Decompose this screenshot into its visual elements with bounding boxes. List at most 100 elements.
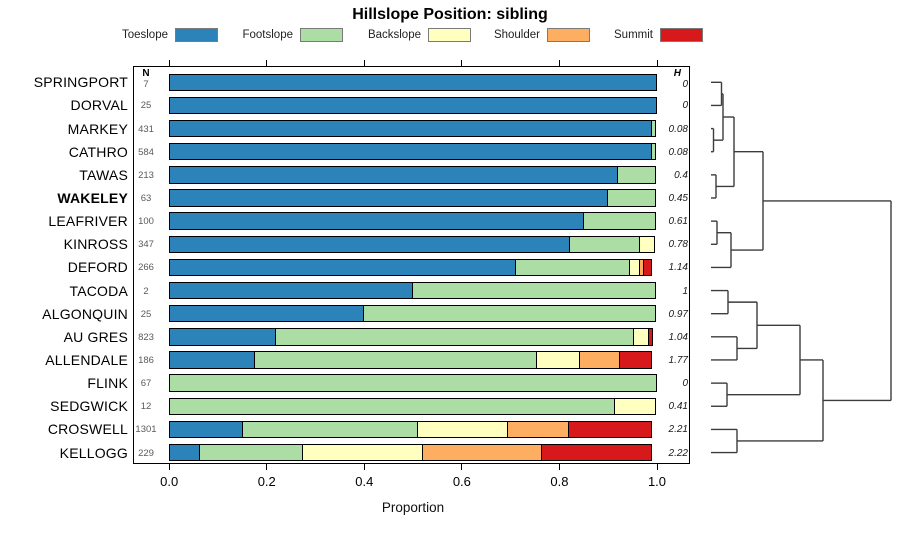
n-value: 12: [140, 401, 152, 413]
n-value: 266: [138, 262, 154, 274]
h-value: 0: [682, 79, 688, 91]
stacked-bar: [169, 443, 657, 462]
stacked-bar: [169, 397, 657, 415]
stacked-bar: [169, 119, 657, 138]
stacked-bar: [169, 73, 657, 92]
bar-segment-toeslope: [169, 281, 414, 300]
bar-segment-footslope: [254, 351, 538, 369]
bar-segment-summit: [642, 258, 653, 277]
bar-segment-summit: [619, 351, 653, 369]
bar-segment-footslope: [582, 212, 656, 230]
legend-swatch: [175, 28, 218, 42]
plot-area-frame: [133, 66, 690, 464]
h-value: 0.4: [674, 169, 688, 181]
bar-segment-toeslope: [169, 351, 256, 369]
bar-segment-shoulder: [507, 420, 570, 439]
bar-segment-footslope: [650, 119, 656, 138]
stacked-bar: [169, 142, 657, 161]
row-label: TAWAS: [79, 166, 128, 183]
n-value: 431: [138, 123, 154, 135]
bar-segment-footslope: [650, 142, 656, 161]
x-axis-tick-label: 0.4: [355, 474, 374, 489]
stacked-bar: [169, 189, 657, 207]
bar-segment-shoulder: [422, 443, 543, 462]
chart-title: Hillslope Position: sibling: [352, 6, 548, 23]
legend-label: Backslope: [367, 29, 421, 41]
n-value: 63: [140, 193, 152, 204]
x-axis-tick: [266, 464, 268, 470]
x-axis-top-tick: [461, 60, 463, 66]
n-value: 25: [140, 100, 152, 112]
row-label: MARKEY: [67, 120, 128, 137]
x-axis-tick: [461, 464, 463, 470]
x-axis-top-tick: [168, 60, 170, 66]
bar-segment-toeslope: [169, 443, 200, 462]
n-value: 186: [138, 354, 154, 366]
n-value: 2: [143, 285, 149, 297]
bar-segment-toeslope: [169, 119, 653, 138]
bar-segment-toeslope: [169, 212, 584, 230]
stacked-bar: [169, 235, 657, 254]
h-value: 0.61: [668, 216, 688, 228]
bar-segment-footslope: [568, 235, 640, 254]
bar-segment-toeslope: [169, 96, 657, 115]
x-axis-tick-label: 0.0: [160, 474, 179, 489]
legend-swatch: [660, 28, 703, 42]
x-axis-tick-label: 0.8: [550, 474, 569, 489]
bar-segment-footslope: [607, 189, 656, 207]
bar-segment-footslope: [241, 420, 419, 439]
x-axis-top-tick: [656, 60, 658, 66]
h-column-header: H: [673, 68, 681, 80]
h-value: 0: [682, 378, 688, 390]
x-axis-top-tick: [266, 60, 268, 66]
legend-label: Shoulder: [493, 29, 540, 41]
n-value: 100: [138, 216, 154, 228]
bar-segment-footslope: [363, 304, 656, 323]
x-axis-tick-label: 1.0: [647, 474, 667, 489]
legend-item: Toeslope: [108, 28, 220, 43]
legend-swatch: [300, 28, 343, 42]
bar-segment-toeslope: [169, 142, 653, 161]
h-value: 0.97: [668, 308, 688, 320]
row-label: DEFORD: [67, 259, 128, 276]
row-label: WAKELEY: [57, 190, 128, 206]
row-label: TACODA: [69, 282, 128, 299]
bar-segment-toeslope: [169, 166, 618, 184]
bar-segment-toeslope: [169, 189, 609, 207]
bar-segment-footslope: [275, 328, 634, 346]
bar-segment-footslope: [411, 281, 656, 300]
h-value: 2.21: [668, 424, 688, 436]
stacked-bar: [169, 166, 657, 184]
row-label: SPRINGPORT: [33, 74, 128, 91]
h-value: 1.14: [668, 262, 688, 274]
x-axis-top-tick: [558, 60, 560, 66]
n-value: 229: [138, 447, 154, 459]
x-axis-tick: [363, 464, 365, 470]
bar-segment-summit: [648, 328, 654, 346]
row-label: CATHRO: [68, 143, 128, 160]
n-value: 25: [140, 308, 152, 320]
x-axis-title: Proportion: [381, 500, 445, 515]
bar-segment-backslope: [536, 351, 581, 369]
h-value: 0: [682, 100, 688, 112]
n-value: 7: [143, 79, 149, 91]
stacked-bar: [169, 304, 657, 323]
bar-segment-toeslope: [169, 73, 657, 92]
n-value: 347: [138, 239, 154, 251]
bar-segment-footslope: [198, 443, 304, 462]
row-label: KELLOGG: [59, 444, 128, 461]
row-label: ALGONQUIN: [42, 305, 128, 322]
stacked-bar: [169, 328, 657, 346]
legend-item: Summit: [593, 28, 705, 43]
x-axis-top-tick: [363, 60, 365, 66]
bar-segment-backslope: [638, 235, 655, 254]
legend-swatch: [547, 28, 590, 42]
h-value: 0.08: [668, 146, 688, 158]
bar-segment-shoulder: [579, 351, 621, 369]
x-axis-tick: [168, 464, 170, 470]
legend-label: Summit: [614, 29, 653, 41]
row-label: SEDGWICK: [50, 398, 128, 415]
h-value: 0.08: [668, 123, 688, 135]
bar-segment-backslope: [302, 443, 424, 462]
